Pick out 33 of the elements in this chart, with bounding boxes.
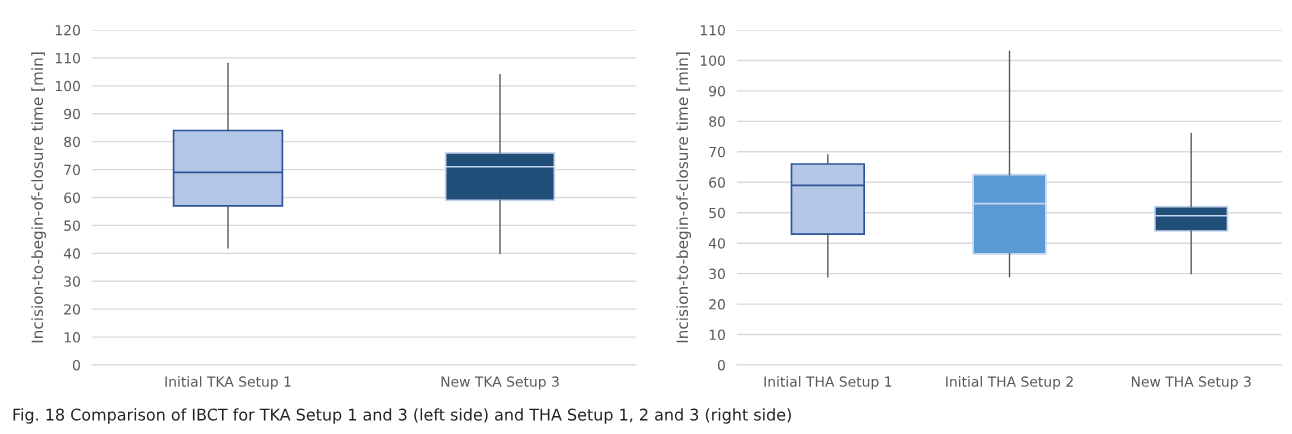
- y-tick-label: 30: [64, 276, 80, 287]
- x-tick-label: Initial THA Setup 1: [764, 376, 892, 390]
- x-tick-label: New THA Setup 3: [1131, 376, 1251, 390]
- y-tick-label: 90: [64, 108, 80, 120]
- y-tick-label: 30: [709, 268, 725, 280]
- y-tick-label: 80: [709, 116, 725, 127]
- y-tick-label: 10: [709, 329, 725, 341]
- y-tick-label: 0: [717, 359, 725, 371]
- x-tick-label: Initial TKA Setup 1: [165, 376, 291, 390]
- y-tick-label: 70: [64, 164, 80, 176]
- y-tick-label: 70: [709, 146, 725, 158]
- y-tick-label: 120: [55, 24, 80, 36]
- y-tick-label: 20: [64, 304, 80, 315]
- y-axis-title: Incision-to-begin-of-closure time [min]: [31, 52, 47, 343]
- x-tick-label: New TKA Setup 3: [441, 376, 559, 390]
- y-tick-label: 110: [55, 52, 80, 64]
- y-tick-label: 60: [64, 192, 80, 203]
- y-tick-label: 100: [700, 55, 725, 66]
- y-tick-label: 10: [64, 332, 80, 343]
- y-tick-label: 40: [708, 238, 725, 249]
- y-tick-label: 0: [72, 359, 80, 371]
- y-tick-label: 40: [63, 248, 80, 259]
- y-tick-label: 60: [709, 177, 725, 188]
- caption: Fig. 18 Comparison of IBCT for TKA Setup 1 and 3 (left side) and THA Setup 1, 2 and 3 (right side): [13, 408, 791, 424]
- y-tick-label: 20: [709, 299, 725, 310]
- y-tick-label: 110: [700, 24, 725, 36]
- y-tick-label: 80: [64, 136, 80, 148]
- y-axis-title: Incision-to-begin-of-closure time [min]: [676, 52, 692, 343]
- y-tick-label: 100: [55, 80, 80, 92]
- x-tick-label: Initial THA Setup 2: [946, 376, 1073, 390]
- y-tick-label: 50: [709, 207, 725, 219]
- y-tick-label: 90: [709, 85, 725, 97]
- y-tick-label: 50: [64, 220, 80, 231]
